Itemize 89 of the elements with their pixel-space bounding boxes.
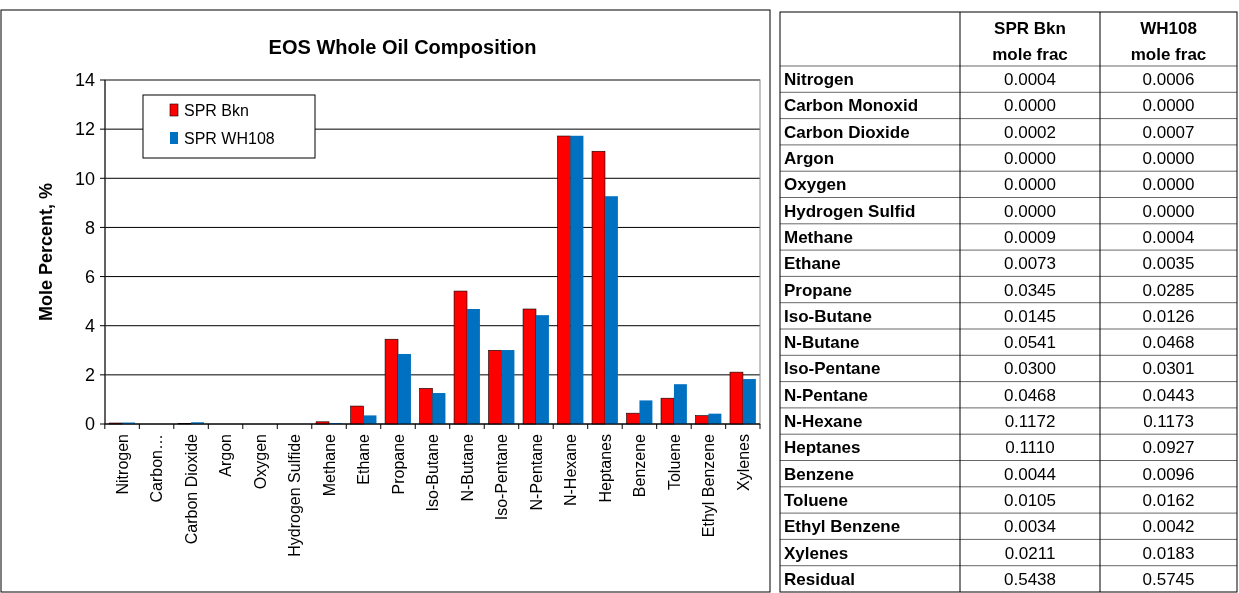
x-tick-label: Ethyl Benzene: [700, 433, 718, 538]
x-tick-label: Benzene: [631, 433, 649, 498]
x-tick-label: Iso-Butane: [424, 433, 442, 512]
data-label: 0.0004: [1142, 227, 1195, 247]
category-label: Ethane: [784, 254, 841, 274]
category-label: Iso-Pentane: [784, 359, 881, 379]
data-label: 0.0541: [1004, 333, 1056, 353]
data-label: 0.0301: [1142, 359, 1195, 379]
data-label: 0.0007: [1142, 122, 1195, 142]
y-tick-label: 8: [84, 217, 95, 238]
category-label: N-Pentane: [784, 385, 869, 405]
data-label: 0.0006: [1142, 70, 1195, 90]
data-label: 0.0162: [1142, 490, 1195, 510]
data-label: 0.0044: [1004, 464, 1056, 484]
data-label: 0.0000: [1142, 201, 1195, 221]
category-label: Iso-Butane: [784, 306, 872, 326]
x-tick-label: Carbon Dioxide: [182, 433, 200, 545]
y-tick-label: 14: [74, 70, 95, 91]
x-tick-label: Nitrogen: [113, 434, 131, 495]
data-label: 0.0000: [1004, 175, 1056, 195]
category-label: Xylenes: [784, 543, 849, 563]
legend-label: SPR Bkn: [184, 101, 249, 119]
category-label: Nitrogen: [784, 70, 854, 90]
y-axis-title: Mole Percent, %: [36, 182, 56, 322]
data-label: 0.0096: [1142, 464, 1195, 484]
data-label: 0.0345: [1004, 280, 1056, 300]
data-label: 0.1110: [1005, 438, 1055, 458]
text: WH108 mole frac: [1130, 18, 1207, 64]
x-tick-label: Heptanes: [596, 434, 614, 503]
data-label: 0.0002: [1004, 122, 1056, 142]
data-label: 0.0009: [1004, 227, 1056, 247]
x-tick-label: Toluene: [665, 433, 683, 491]
category-label: Carbon Dioxide: [784, 122, 910, 142]
category-label: Propane: [784, 280, 853, 300]
data-label: 0.0443: [1142, 385, 1195, 405]
data-label: 0.0000: [1004, 149, 1056, 168]
data-label: 0.0300: [1004, 359, 1056, 379]
data-label: 0.0000: [1004, 96, 1056, 116]
legend-label: SPR WH108: [184, 129, 275, 147]
data-label: 0.0000: [1142, 149, 1195, 168]
x-tick-label: N-Hexane: [562, 433, 580, 507]
data-label: 0.0042: [1142, 517, 1195, 537]
data-label: 0.0000: [1004, 201, 1056, 221]
data-label: 0.5438: [1004, 569, 1056, 589]
category-label: Carbon Monoxid: [784, 96, 919, 116]
x-tick-label: Ethane: [355, 433, 373, 485]
data-label: 0.1173: [1143, 412, 1194, 431]
data-label: 0.0073: [1004, 254, 1056, 274]
y-tick-label: 6: [84, 266, 95, 287]
category-label: N-Hexane: [784, 412, 863, 431]
chart-title: EOS Whole Oil Composition: [268, 36, 537, 58]
data-label: 0.0183: [1142, 543, 1195, 563]
data-label: 0.0927: [1142, 438, 1195, 458]
x-tick-label: Propane: [389, 433, 407, 495]
x-tick-label: Carbon…: [148, 434, 166, 503]
y-tick-label: 4: [84, 316, 95, 337]
category-label: Hydrogen Sulfid: [784, 201, 916, 221]
data-label: 0.5745: [1142, 569, 1195, 589]
y-tick-label: 2: [84, 365, 95, 386]
x-tick-label: Methane: [320, 433, 338, 497]
data-label: 0.0468: [1004, 385, 1056, 405]
category-label: N-Butane: [784, 333, 860, 353]
x-tick-label: N-Butane: [458, 433, 476, 502]
x-tick-label: Oxygen: [251, 434, 269, 490]
category-label: Methane: [784, 227, 853, 247]
data-label: 0.1172: [1004, 412, 1056, 431]
data-label: 0.0034: [1004, 517, 1056, 537]
data-label: 0.0000: [1142, 96, 1195, 116]
data-label: 0.0105: [1004, 490, 1056, 510]
data-label: 0.0468: [1142, 333, 1195, 353]
data-label: 0.0004: [1004, 70, 1056, 90]
x-tick-label: N-Pentane: [527, 433, 545, 511]
series-label: SPR Bkn mole frac: [992, 18, 1068, 64]
x-tick-label: Xylenes: [734, 434, 752, 491]
data-label: 0.0000: [1142, 175, 1195, 195]
x-tick-label: Hydrogen Sulfide: [286, 433, 304, 557]
category-label: Argon: [784, 149, 835, 168]
data-label: 0.0145: [1004, 306, 1056, 326]
x-tick-label: Argon: [217, 434, 235, 477]
data-label: 0.0285: [1142, 280, 1195, 300]
category-label: Oxygen: [784, 175, 847, 195]
y-tick-label: 12: [74, 119, 95, 140]
data-label: 0.0035: [1142, 254, 1195, 274]
y-tick-label: 10: [74, 168, 95, 189]
x-tick-label: Iso-Pentane: [493, 433, 511, 521]
y-tick-label: 0: [84, 414, 95, 435]
category-label: Residual: [784, 569, 855, 589]
data-label: 0.0211: [1004, 543, 1056, 563]
data-label: 0.0126: [1142, 306, 1195, 326]
